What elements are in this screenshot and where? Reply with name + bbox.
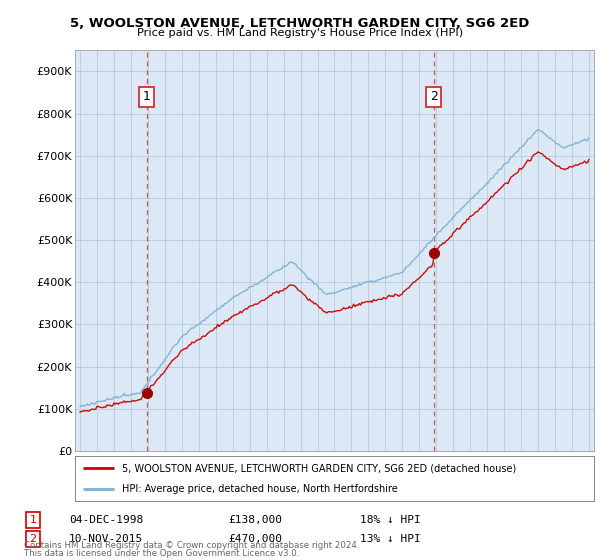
Text: 10-NOV-2015: 10-NOV-2015 [69, 534, 143, 544]
Text: 2: 2 [29, 534, 37, 544]
Text: 2: 2 [430, 90, 438, 103]
Text: £138,000: £138,000 [228, 515, 282, 525]
Text: 1: 1 [29, 515, 37, 525]
Text: Contains HM Land Registry data © Crown copyright and database right 2024.: Contains HM Land Registry data © Crown c… [24, 542, 359, 550]
Text: This data is licensed under the Open Government Licence v3.0.: This data is licensed under the Open Gov… [24, 549, 299, 558]
Text: 04-DEC-1998: 04-DEC-1998 [69, 515, 143, 525]
Text: Price paid vs. HM Land Registry's House Price Index (HPI): Price paid vs. HM Land Registry's House … [137, 28, 463, 38]
Text: 5, WOOLSTON AVENUE, LETCHWORTH GARDEN CITY, SG6 2ED: 5, WOOLSTON AVENUE, LETCHWORTH GARDEN CI… [70, 17, 530, 30]
Text: HPI: Average price, detached house, North Hertfordshire: HPI: Average price, detached house, Nort… [122, 484, 397, 494]
Text: 1: 1 [143, 90, 151, 103]
Text: 5, WOOLSTON AVENUE, LETCHWORTH GARDEN CITY, SG6 2ED (detached house): 5, WOOLSTON AVENUE, LETCHWORTH GARDEN CI… [122, 464, 516, 474]
Text: £470,000: £470,000 [228, 534, 282, 544]
Text: 13% ↓ HPI: 13% ↓ HPI [360, 534, 421, 544]
Text: 18% ↓ HPI: 18% ↓ HPI [360, 515, 421, 525]
